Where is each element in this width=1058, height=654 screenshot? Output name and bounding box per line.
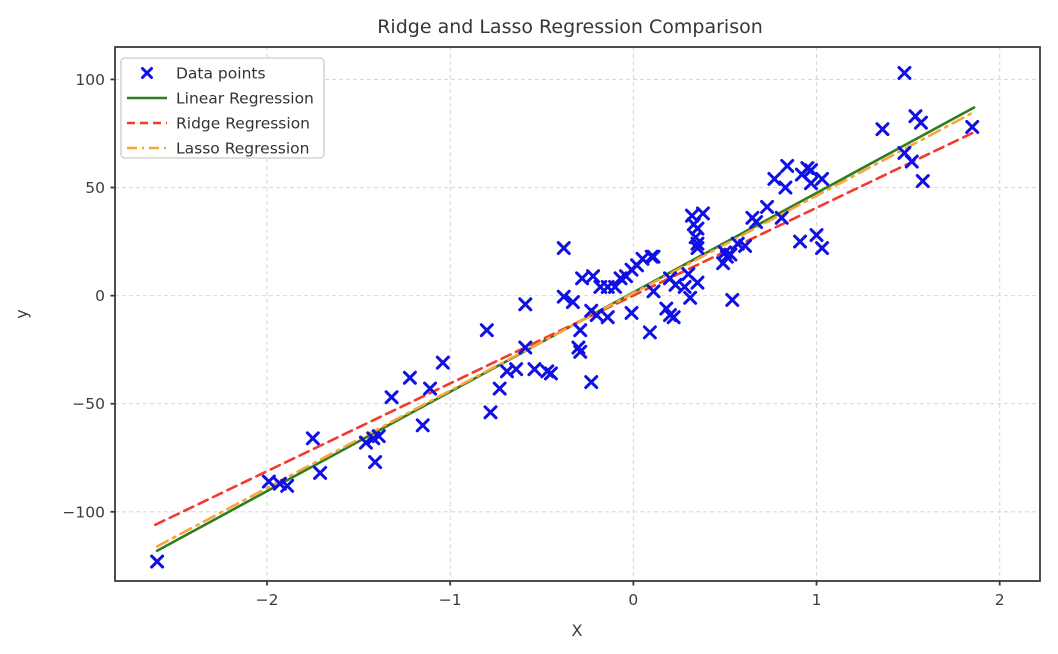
scatter-point <box>913 115 928 130</box>
chart-title: Ridge and Lasso Regression Comparison <box>377 16 763 38</box>
scatter-point <box>683 290 698 305</box>
scatter-point <box>565 295 580 310</box>
grid-layer <box>115 47 1040 581</box>
legend-marker-x-icon <box>141 67 153 79</box>
scatter-point <box>793 234 808 249</box>
y-axis-label: y <box>12 309 31 318</box>
scatter-point <box>695 206 710 221</box>
scatter-point <box>965 119 980 134</box>
scatter-point <box>589 308 604 323</box>
scatter-point <box>780 158 795 173</box>
scatter-point <box>738 238 753 253</box>
x-tick-label: 0 <box>628 591 638 609</box>
legend-label: Linear Regression <box>176 90 314 108</box>
x-axis-label: X <box>572 621 583 640</box>
scatter-point <box>624 305 639 320</box>
scatter-point <box>767 171 782 186</box>
scatter-point <box>261 474 276 489</box>
scatter-point <box>543 366 558 381</box>
scatter-point <box>575 271 590 286</box>
scatter-point <box>509 362 524 377</box>
scatter-point <box>875 122 890 137</box>
line-lasso-regression <box>155 111 974 548</box>
y-tick-label: −50 <box>72 395 105 413</box>
scatter-point <box>492 381 507 396</box>
scatter-point <box>358 435 373 450</box>
scatter-point <box>809 228 824 243</box>
scatter-point <box>368 455 383 470</box>
scatter-point <box>402 370 417 385</box>
x-tick-label: 1 <box>812 591 822 609</box>
scatter-point <box>435 355 450 370</box>
scatter-point <box>586 269 601 284</box>
x-tick-label: 2 <box>995 591 1005 609</box>
scatter-point <box>280 478 295 493</box>
scatter-point <box>646 284 661 299</box>
scatter-point <box>915 174 930 189</box>
scatter-point <box>804 176 819 191</box>
plot-border <box>114 46 1041 582</box>
scatter-point <box>313 465 328 480</box>
scatter-point <box>556 289 571 304</box>
regression-lines-layer <box>153 106 978 553</box>
legend-box <box>120 57 325 159</box>
scatter-point <box>608 279 623 294</box>
y-tick-label: −100 <box>62 503 105 521</box>
x-tick-label: −1 <box>439 591 462 609</box>
y-tick-label: 50 <box>85 179 105 197</box>
scatter-point <box>518 297 533 312</box>
scatter-point <box>677 279 692 294</box>
scatter-point <box>760 199 775 214</box>
scatter-point <box>749 215 764 230</box>
scatter-point <box>556 241 571 256</box>
scatter-point <box>815 241 830 256</box>
scatter-point <box>150 554 165 569</box>
scatter-point <box>483 405 498 420</box>
legend-label: Lasso Regression <box>176 140 309 158</box>
legend-label: Ridge Regression <box>176 115 310 133</box>
scatter-point <box>774 210 789 225</box>
scatter-point <box>272 476 287 491</box>
scatter-point <box>305 431 320 446</box>
scatter-point <box>666 310 681 325</box>
scatter-layer <box>150 65 980 569</box>
scatter-point <box>897 65 912 80</box>
scatter-point <box>723 247 738 262</box>
scatter-point <box>573 323 588 338</box>
y-tick-label: 100 <box>75 71 105 89</box>
scatter-point <box>642 325 657 340</box>
scatter-point <box>778 180 793 195</box>
scatter-point <box>690 275 705 290</box>
scatter-point <box>423 381 438 396</box>
x-tick-label: −2 <box>256 591 279 609</box>
scatter-point <box>730 236 745 251</box>
scatter-point <box>573 344 588 359</box>
scatter-point <box>646 249 661 264</box>
axes-layer: −2 −1 0 1 2 −100 −50 0 50 100 <box>62 46 1041 609</box>
legend-label: Data points <box>176 65 266 83</box>
scatter-point <box>600 310 615 325</box>
scatter-point <box>690 241 705 256</box>
scatter-point <box>725 292 740 307</box>
scatter-point <box>371 429 386 444</box>
scatter-point <box>815 171 830 186</box>
scatter-point <box>904 154 919 169</box>
scatter-point <box>518 340 533 355</box>
scatter-point <box>804 163 819 178</box>
scatter-point <box>479 323 494 338</box>
scatter-point <box>584 375 599 390</box>
scatter-point <box>415 418 430 433</box>
scatter-point <box>690 236 705 251</box>
scatter-point <box>527 362 542 377</box>
y-tick-label: 0 <box>95 287 105 305</box>
scatter-point <box>384 390 399 405</box>
legend: Data points Linear Regression Ridge Regres… <box>120 57 325 159</box>
